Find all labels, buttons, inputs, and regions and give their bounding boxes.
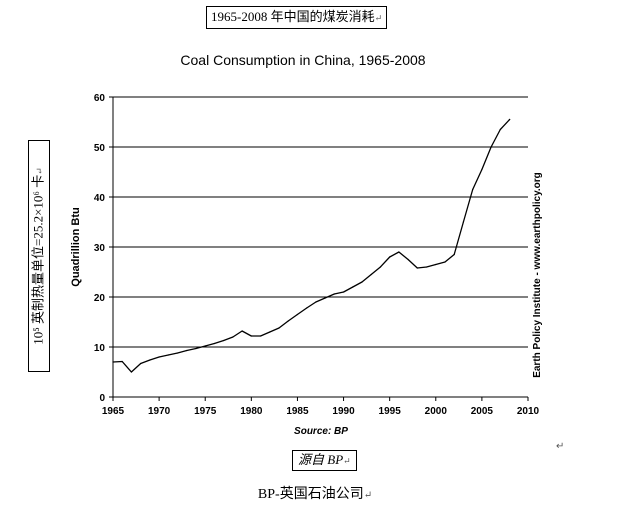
series-layer xyxy=(112,118,511,373)
bottom-caption: BP-英国石油公司↵ xyxy=(0,483,630,503)
x-tick-label: 2010 xyxy=(517,406,540,417)
data-point xyxy=(306,307,308,309)
side-caption-text: 10⁵ 英制热量单位=25.2×10⁶ 卡 xyxy=(30,174,46,345)
paragraph-mark-icon: ↵ xyxy=(343,456,351,466)
data-point xyxy=(121,360,123,363)
data-point xyxy=(177,352,179,354)
data-point xyxy=(490,146,492,148)
side-caption-box: 10⁵ 英制热量单位=25.2×10⁶ 卡↵ xyxy=(28,140,50,372)
credit-label: Earth Policy Institute - www.earthpolicy… xyxy=(532,172,543,378)
data-point xyxy=(352,286,354,288)
y-tick-label: 0 xyxy=(99,393,105,404)
source-caption: 源自 BP↵ xyxy=(292,450,357,471)
source-caption-text: 源自 BP xyxy=(298,452,344,467)
data-point xyxy=(324,297,326,299)
data-point xyxy=(389,256,391,258)
data-point xyxy=(435,263,437,266)
x-tick-label: 1990 xyxy=(332,406,355,417)
data-point xyxy=(462,221,464,223)
chart-title: Coal Consumption in China, 1965-2008 xyxy=(180,52,425,68)
data-point xyxy=(343,291,345,293)
top-caption: 1965-2008 年中国的煤炭消耗↵ xyxy=(206,6,388,29)
data-point xyxy=(195,347,197,350)
data-point xyxy=(278,327,280,329)
paragraph-mark-icon: ↵ xyxy=(34,167,45,175)
y-tick-label: 50 xyxy=(94,143,106,154)
data-point xyxy=(333,293,335,295)
x-tick-label: 2005 xyxy=(471,406,494,417)
y-tick-label: 40 xyxy=(94,193,106,204)
data-point xyxy=(112,361,114,363)
data-point xyxy=(398,251,400,253)
x-tick-label: 1965 xyxy=(102,406,125,417)
axes xyxy=(109,96,529,401)
data-point xyxy=(315,301,317,303)
data-point xyxy=(149,359,151,361)
y-axis-label: Quadrillion Btu xyxy=(70,207,82,286)
paragraph-mark-icon: ↵ xyxy=(556,441,565,452)
data-point xyxy=(269,331,271,333)
x-tick-label: 1980 xyxy=(240,406,263,417)
data-point xyxy=(241,330,243,332)
x-tick-label: 1975 xyxy=(194,406,217,417)
data-point xyxy=(232,336,234,338)
data-point xyxy=(509,118,511,121)
source-note: Source: BP xyxy=(294,426,348,437)
data-point xyxy=(213,342,215,345)
side-caption: 10⁵ 英制热量单位=25.2×10⁶ 卡↵ xyxy=(31,167,48,345)
x-tick-label: 1985 xyxy=(286,406,309,417)
data-point xyxy=(379,266,381,268)
data-point xyxy=(370,273,372,276)
x-tick-label: 2000 xyxy=(425,406,448,417)
data-point xyxy=(158,356,160,358)
series-line xyxy=(112,118,511,373)
bottom-caption-text: BP-英国石油公司 xyxy=(257,487,364,502)
y-tick-label: 20 xyxy=(94,293,106,304)
paragraph-mark-icon: ↵ xyxy=(374,13,383,23)
data-point xyxy=(140,362,142,365)
y-tick-label: 10 xyxy=(94,343,106,354)
data-point xyxy=(453,253,455,256)
data-point xyxy=(260,335,262,337)
data-point xyxy=(130,371,132,373)
data-point xyxy=(416,267,418,269)
y-tick-label: 30 xyxy=(94,243,106,254)
data-point xyxy=(444,261,446,263)
data-point xyxy=(186,349,188,352)
data-point xyxy=(204,345,206,347)
top-caption-text: 1965-2008 年中国的煤炭消耗 xyxy=(211,9,375,24)
data-point xyxy=(223,339,225,342)
data-point xyxy=(481,168,483,171)
gridlines xyxy=(113,96,528,348)
data-point xyxy=(407,258,409,261)
data-point xyxy=(499,128,501,131)
data-point xyxy=(472,188,474,191)
x-tick-labels: 1965 1970 1975 1980 1985 1990 1995 2000 2005 2010 xyxy=(102,406,540,417)
paragraph-mark-icon: ↵ xyxy=(363,490,373,501)
data-point xyxy=(361,281,363,283)
data-point xyxy=(426,266,428,268)
data-point xyxy=(287,320,289,322)
data-point xyxy=(296,313,298,316)
y-tick-labels: 0 10 20 30 40 50 60 xyxy=(94,93,106,404)
data-point xyxy=(167,354,169,356)
x-tick-label: 1995 xyxy=(379,406,402,417)
data-point xyxy=(250,335,252,337)
y-tick-label: 60 xyxy=(94,93,106,104)
x-tick-label: 1970 xyxy=(148,406,171,417)
